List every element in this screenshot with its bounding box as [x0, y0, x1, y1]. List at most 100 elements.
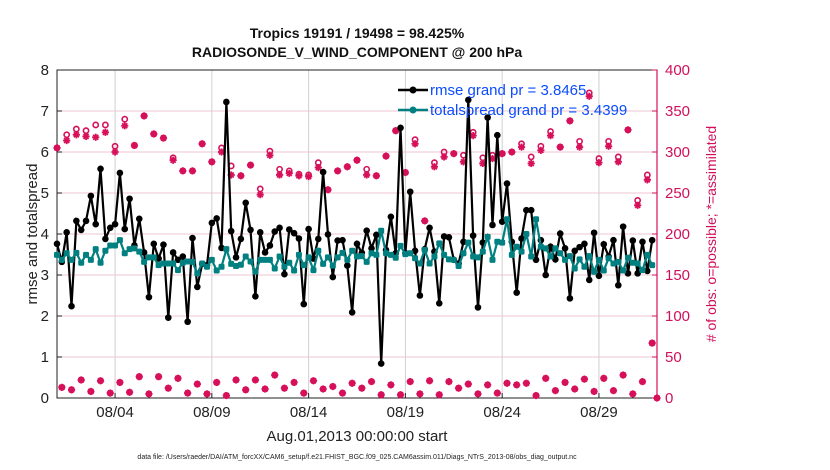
totalspread-point: [136, 248, 143, 255]
totalspread-point: [571, 265, 578, 272]
obs-assimilated-marker: [387, 381, 395, 389]
obs-assimilated-marker: [527, 159, 535, 168]
rmse-point: [363, 227, 370, 235]
totalspread-point: [465, 239, 472, 246]
legend-spread-label: totalspread grand pr = 3.4399: [430, 102, 627, 119]
rmse-point: [102, 235, 109, 243]
obs-assimilated-marker: [537, 146, 545, 154]
totalspread-point: [412, 255, 419, 262]
totalspread-point: [508, 251, 515, 258]
totalspread-point: [213, 267, 220, 274]
obs-assimilated-marker: [372, 172, 380, 180]
obs-assimilated-marker: [513, 381, 521, 389]
totalspread-point: [344, 256, 351, 263]
totalspread-point: [523, 231, 530, 237]
totalspread-point: [320, 260, 327, 267]
rmse-point: [329, 273, 337, 281]
obs-assimilated-marker: [411, 140, 419, 148]
totalspread-point: [233, 262, 240, 269]
totalspread-point: [634, 260, 641, 267]
chart-title-line2: RADIOSONDE_V_WIND_COMPONENT @ 200 hPa: [192, 44, 522, 60]
obs-assimilated-marker: [101, 128, 109, 136]
obs-assimilated-marker: [421, 217, 429, 225]
y-tick-label: 7: [41, 103, 49, 120]
totalspread-point: [131, 245, 138, 252]
rmse-point: [232, 254, 240, 261]
rmse-point: [610, 236, 617, 244]
totalspread-point: [620, 267, 627, 274]
totalspread-point: [489, 256, 496, 263]
totalspread-point: [329, 262, 336, 269]
totalspread-point: [58, 256, 65, 263]
totalspread-point: [445, 256, 452, 263]
totalspread-point: [460, 250, 467, 257]
obs-assimilated-marker: [256, 191, 264, 199]
obs-assimilated-marker: [251, 376, 259, 384]
rmse-point: [300, 300, 308, 308]
totalspread-point: [242, 253, 249, 260]
obs-assimilated-marker: [367, 378, 376, 386]
totalspread-point: [644, 251, 651, 258]
rmse-point: [344, 262, 351, 269]
legend: rmse grand pr = 3.8465 totalspread grand…: [398, 82, 627, 119]
totalspread-point: [281, 263, 288, 270]
obs-assimilated-marker: [164, 384, 172, 392]
totalspread-point: [518, 248, 525, 255]
rmse-point: [223, 98, 230, 106]
rmse-point: [387, 213, 395, 221]
rmse-point: [160, 241, 167, 248]
totalspread-line: [56, 218, 654, 277]
legend-rmse-label: rmse grand pr = 3.8465: [430, 82, 586, 99]
rmse-point: [266, 242, 274, 249]
rmse-point: [368, 245, 375, 252]
rmse-point: [290, 229, 298, 237]
obs-assimilated-marker: [242, 386, 250, 394]
rmse-point: [561, 245, 569, 252]
rmse-point: [174, 256, 182, 264]
totalspread-point: [83, 251, 90, 258]
obs-assimilated-marker: [135, 373, 143, 381]
y-tick-label: 0: [41, 390, 49, 407]
obs-assimilated-marker: [609, 387, 618, 395]
obs-assimilated-marker: [125, 388, 134, 396]
obs-assimilated-marker: [188, 167, 197, 175]
series-lines: [53, 96, 656, 367]
totalspread-point: [358, 253, 365, 260]
totalspread-point: [199, 260, 206, 267]
totalspread-point: [629, 259, 636, 266]
rmse-point: [489, 221, 496, 229]
rmse-point: [435, 299, 443, 307]
x-tick-label: 08/19: [387, 404, 425, 421]
totalspread-point: [615, 258, 622, 265]
totalspread-point: [339, 249, 346, 256]
obs-assimilated-marker: [585, 92, 593, 100]
totalspread-point: [68, 256, 75, 263]
rmse-point: [571, 247, 579, 255]
obs-assimilated-marker: [450, 150, 458, 158]
totalspread-point: [145, 254, 152, 261]
obs-assimilated-marker: [590, 387, 598, 396]
totalspread-point: [397, 242, 404, 249]
obs-assimilated-marker: [653, 394, 661, 402]
totalspread-point: [547, 253, 554, 260]
obs-assimilated-marker: [605, 142, 613, 150]
y-right-tick-label: 200: [665, 226, 690, 243]
obs-assimilated-marker: [484, 381, 492, 389]
rmse-point: [150, 240, 158, 248]
obs-assimilated-marker: [174, 374, 182, 382]
totalspread-point: [557, 250, 564, 257]
totalspread-point: [107, 242, 114, 249]
totalspread-point: [291, 267, 298, 274]
y-right-tick-label: 250: [665, 185, 690, 202]
totalspread-point: [470, 253, 477, 260]
y-tick-label: 5: [41, 185, 49, 202]
rmse-point: [77, 226, 85, 234]
rmse-point: [484, 114, 491, 121]
rmse-point: [581, 240, 588, 248]
rmse-point: [406, 188, 414, 196]
totalspread-point: [334, 254, 341, 261]
obs-assimilated-marker: [619, 371, 627, 379]
totalspread-point: [126, 246, 133, 253]
totalspread-point: [97, 259, 104, 266]
totalspread-point: [310, 267, 317, 274]
